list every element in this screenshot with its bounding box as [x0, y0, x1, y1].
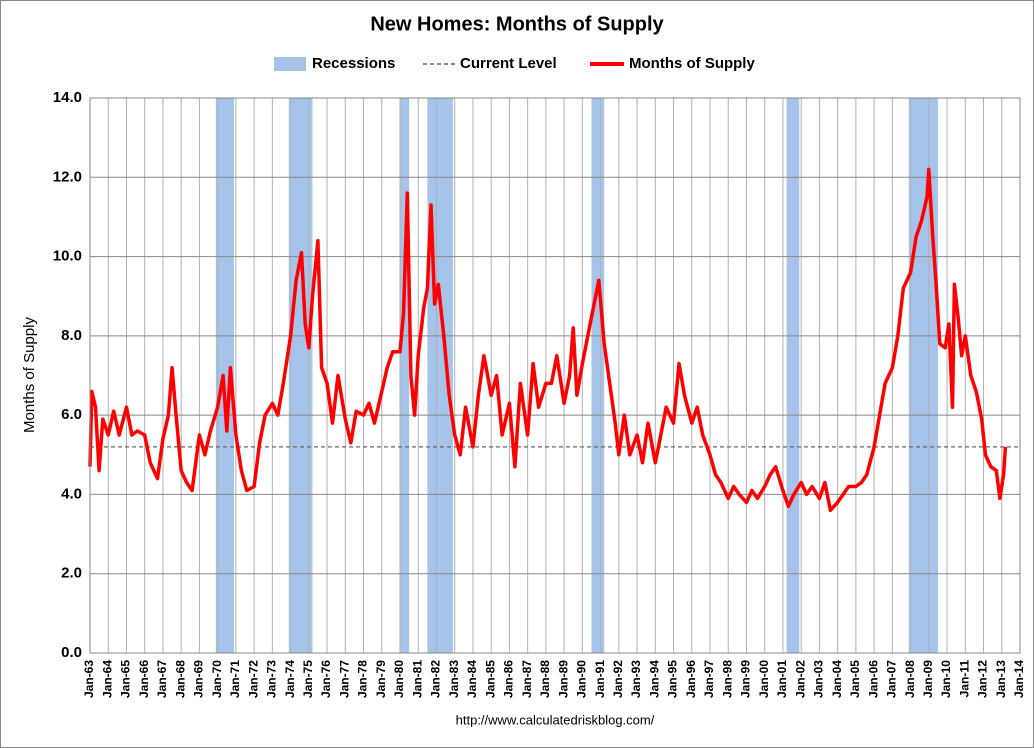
x-tick-label: Jan-80 [392, 660, 406, 698]
x-tick-label: Jan-70 [210, 660, 224, 698]
legend: Recessions Current Level Months of Suppl… [274, 55, 755, 72]
recession-band [288, 98, 313, 653]
x-tick-label: Jan-13 [994, 660, 1008, 698]
recession-band [400, 98, 410, 653]
x-tick-label: Jan-82 [429, 660, 443, 698]
x-tick-label: Jan-00 [757, 660, 771, 698]
legend-label: Current Level [460, 55, 557, 72]
legend-label: Months of Supply [629, 55, 755, 72]
legend-swatch-recessions [274, 57, 306, 71]
recession-band [786, 98, 800, 653]
x-tick-label: Jan-01 [775, 660, 789, 698]
x-tick-label: Jan-14 [1012, 660, 1026, 698]
y-tick-label: 6.0 [61, 406, 82, 423]
x-tick-label: Jan-72 [246, 660, 260, 698]
x-tick-label: Jan-88 [538, 660, 552, 698]
x-tick-label: Jan-68 [173, 660, 187, 698]
series-line [88, 167, 1008, 513]
x-tick-label: Jan-04 [830, 660, 844, 698]
recession-band [591, 98, 605, 653]
recession-band [215, 98, 235, 653]
source: http://www.calculatedriskblog.com/ [456, 712, 655, 727]
x-tick-label: Jan-08 [903, 660, 917, 698]
x-tick-label: Jan-98 [720, 660, 734, 698]
x-tick-label: Jan-73 [265, 660, 279, 698]
x-tick-label: Jan-74 [283, 660, 297, 698]
x-tick-label: Jan-78 [356, 660, 370, 698]
x-tick-label: Jan-09 [921, 660, 935, 698]
y-tick-label: 2.0 [61, 565, 82, 582]
x-tick-label: Jan-85 [483, 660, 497, 698]
x-tick-label: Jan-84 [465, 660, 479, 698]
x-tick-label: Jan-06 [866, 660, 880, 698]
x-tick-label: Jan-71 [228, 660, 242, 698]
x-tick-label: Jan-75 [301, 660, 315, 698]
x-tick-label: Jan-63 [82, 660, 96, 698]
y-tick-label: 4.0 [61, 485, 82, 502]
y-tick-label: 14.0 [53, 89, 82, 106]
x-tick-label: Jan-81 [410, 660, 424, 698]
plot-background [90, 98, 1020, 653]
x-tick-label: Jan-69 [192, 660, 206, 698]
x-tick-label: Jan-79 [374, 660, 388, 698]
x-tick-label: Jan-10 [939, 660, 953, 698]
y-tick-label: 0.0 [61, 644, 82, 661]
x-tick-label: Jan-97 [702, 660, 716, 698]
x-tick-label: Jan-83 [447, 660, 461, 698]
x-tick-label: Jan-65 [119, 660, 133, 698]
y-tick-label: 12.0 [53, 168, 82, 185]
x-tick-label: Jan-89 [556, 660, 570, 698]
plot-area [88, 97, 1021, 654]
x-tick-label: Jan-67 [155, 660, 169, 698]
x-tick-label: Jan-12 [976, 660, 990, 698]
x-tick-label: Jan-96 [684, 660, 698, 698]
x-tick-label: Jan-66 [137, 660, 151, 698]
x-tick-label: Jan-11 [957, 660, 971, 698]
x-tick-label: Jan-03 [812, 660, 826, 698]
y-tick-label: 8.0 [61, 327, 82, 344]
x-tick-label: Jan-93 [629, 660, 643, 698]
x-tick-label: Jan-92 [611, 660, 625, 698]
x-tick-label: Jan-07 [885, 660, 899, 698]
x-tick-label: Jan-02 [793, 660, 807, 698]
legend-label: Recessions [312, 55, 395, 72]
x-tick-label: Jan-05 [848, 660, 862, 698]
y-tick-label: 10.0 [53, 248, 82, 265]
chart-title: New Homes: Months of Supply [370, 13, 664, 35]
y-axis-label: Months of Supply [21, 317, 38, 433]
x-tick-label: Jan-94 [647, 660, 661, 698]
x-tick-label: Jan-99 [739, 660, 753, 698]
x-tick-label: Jan-77 [337, 660, 351, 698]
x-tick-label: Jan-64 [100, 660, 114, 698]
x-tick-label: Jan-90 [575, 660, 589, 698]
x-tick-label: Jan-91 [593, 660, 607, 698]
x-tick-label: Jan-86 [502, 660, 516, 698]
recession-band [908, 98, 938, 653]
x-tick-label: Jan-95 [666, 660, 680, 698]
plot-frame [89, 97, 1021, 654]
x-tick-label: Jan-76 [319, 660, 333, 698]
x-tick-label: Jan-87 [520, 660, 534, 698]
